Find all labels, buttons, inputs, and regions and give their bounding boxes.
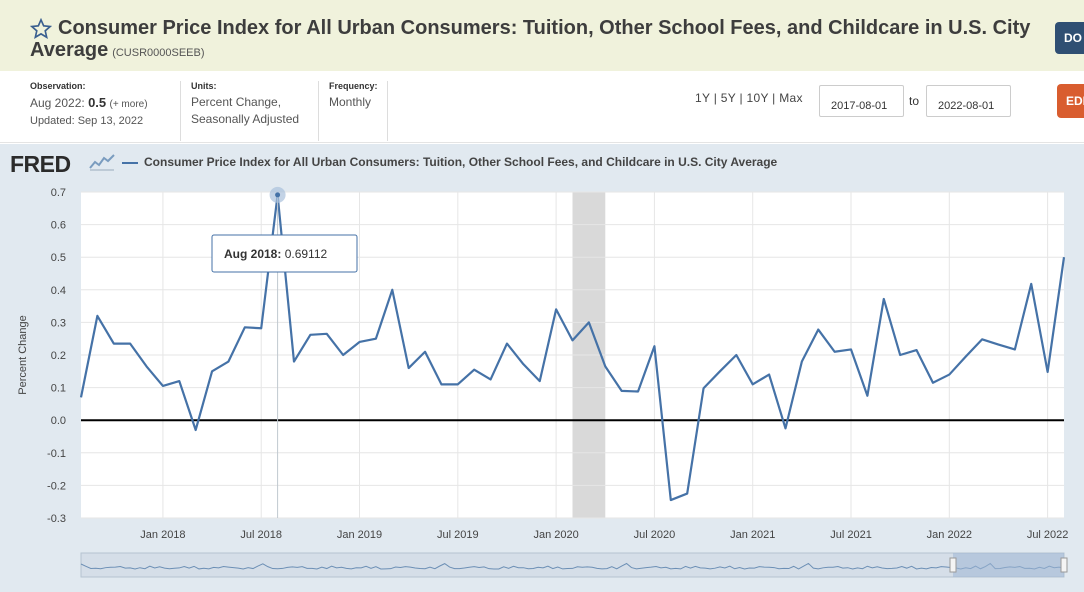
y-tick-label: -0.3 [47,513,66,525]
observation-date: Aug 2022: [30,96,85,110]
legend-label: Consumer Price Index for All Urban Consu… [144,155,778,169]
chart-legend: Consumer Price Index for All Urban Consu… [122,155,777,169]
x-tick-label: Jul 2021 [830,529,872,541]
series-line [79,193,1066,502]
fred-logo: FRED [10,151,71,177]
units-value: Percent Change, Seasonally Adjusted [191,95,300,126]
observation-block: Observation: Aug 2022: 0.5 (+ more) Upda… [30,81,178,141]
range-navigator[interactable] [80,552,1068,578]
x-tick-label: Jul 2019 [437,529,479,541]
y-tick-label: 0.6 [51,220,66,232]
start-date-input[interactable] [819,85,904,117]
frequency-value: Monthly [329,95,372,109]
observation-more-link[interactable]: (+ more) [109,99,148,110]
legend-swatch [122,161,138,164]
edit-graph-button[interactable]: EDI [1057,84,1084,118]
tooltip-value: 0.69112 [281,247,327,261]
y-tick-label: 0.0 [51,415,66,427]
updated-date: Updated: Sep 13, 2022 [30,115,144,127]
navigator-track [80,552,1065,578]
fred-logo-icon [89,153,115,171]
navigator-selection [953,553,1064,577]
x-tick-label: Jul 2018 [240,529,282,541]
y-tick-label: 0.1 [51,383,66,395]
y-tick-label: 0.7 [51,187,66,199]
y-tick-label: 0.5 [51,252,66,264]
tooltip-text: Aug 2018: 0.69112 [224,247,328,261]
x-tick-label: Jul 2022 [1027,529,1069,541]
units-block: Units: Percent Change, Seasonally Adjust… [180,81,318,141]
x-tick-label: Jan 2018 [140,529,185,541]
range-links[interactable]: 1Y | 5Y | 10Y | Max [695,91,803,105]
tooltip-box [211,234,358,273]
frequency-label: Frequency: [329,81,378,91]
end-date-input[interactable] [926,85,1011,117]
units-label: Units: [191,81,217,91]
navigator-line [80,562,1065,570]
navigator-left-handle[interactable] [949,557,957,573]
title-bar: Consumer Price Index for All Urban Consu… [0,0,1084,71]
series-id: (CUSR0000SEEB) [112,47,205,59]
x-tick-label: Jan 2021 [730,529,775,541]
y-tick-label: 0.3 [51,317,66,329]
y-tick-label: 0.2 [51,350,66,362]
chart-area: FRED Consumer Price Index for All Urban … [0,144,1084,592]
to-label: to [909,94,920,108]
y-tick-label: 0.4 [51,285,66,297]
page-title: Consumer Price Index for All Urban Consu… [30,17,1060,64]
observation-value: Aug 2022: 0.5 (+ more) [30,94,178,113]
navigator-right-handle[interactable] [1060,557,1068,573]
y-tick-label: -0.1 [47,448,66,460]
meta-row: Observation: Aug 2022: 0.5 (+ more) Upda… [0,71,1084,143]
hover-point [275,192,281,198]
observation-label: Observation: [30,81,86,91]
tooltip-date: Aug 2018: [224,247,281,261]
series-title: Consumer Price Index for All Urban Consu… [30,17,1031,61]
x-tick-label: Jul 2020 [634,529,676,541]
y-axis-title: Percent Change [17,315,29,395]
frequency-block: Frequency: Monthly [318,81,388,141]
star-icon[interactable] [30,18,52,40]
x-tick-label: Jan 2019 [337,529,382,541]
x-tick-label: Jan 2020 [533,529,578,541]
x-tick-label: Jan 2022 [927,529,972,541]
y-tick-label: -0.2 [47,480,66,492]
observation-number: 0.5 [88,95,107,110]
line-chart[interactable]: 0.7 0.6 0.5 0.4 0.3 0.2 0.1 0.0 -0.1 -0.2 -0.3 Jan … [0,144,1084,592]
download-button[interactable]: DO [1055,22,1084,54]
